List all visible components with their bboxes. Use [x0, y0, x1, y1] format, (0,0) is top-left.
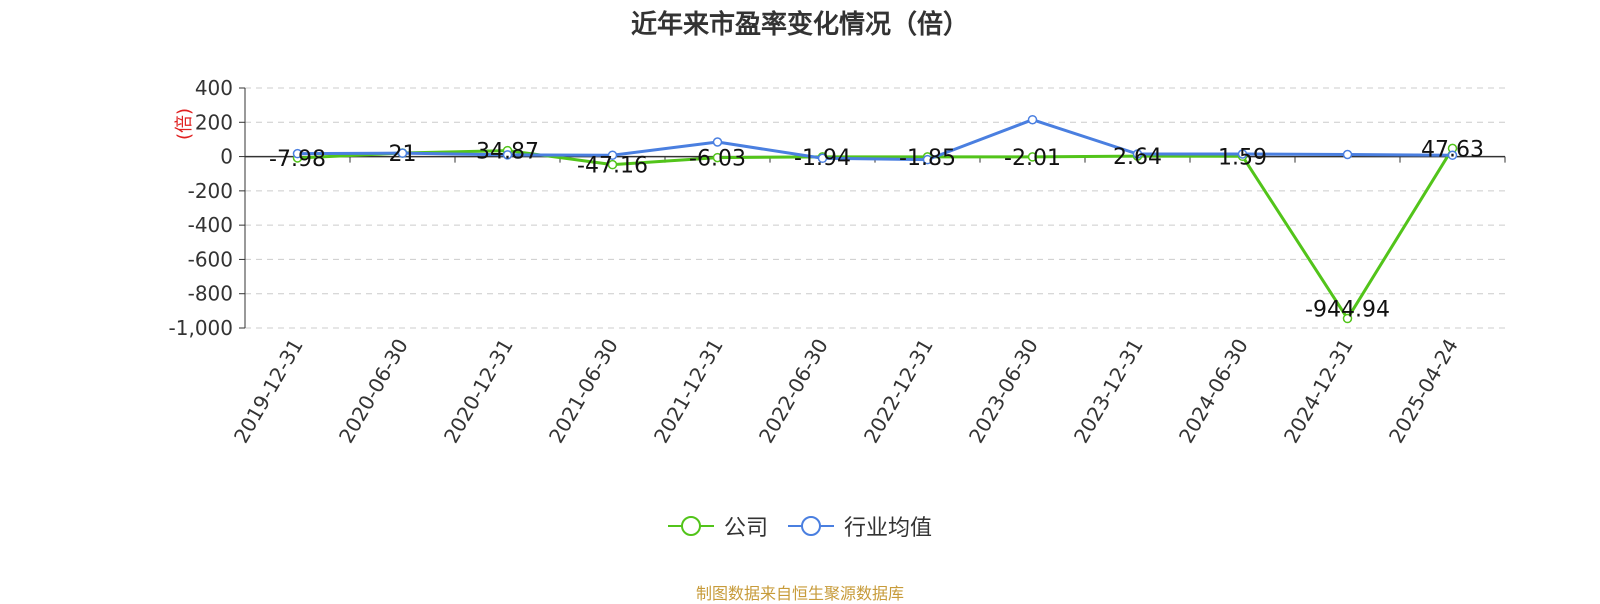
company-data-label: -7.98	[269, 147, 326, 172]
company-data-point	[607, 159, 618, 170]
x-tick-label: 2020-06-30	[334, 335, 413, 448]
industry-data-point	[712, 137, 723, 147]
y-tick-label: -200	[188, 179, 233, 203]
legend-item-company[interactable]: 公司	[667, 510, 768, 542]
grid-lines	[245, 87, 1505, 329]
series	[292, 114, 1458, 324]
company-data-label: 34.87	[476, 140, 539, 165]
data-labels: -7.98 21 34.87 -47.16 -6.03 -1.94 -1.85 -2.01 2.…	[269, 137, 1484, 322]
industry-data-point	[502, 150, 513, 160]
legend: 公司 行业均值	[0, 510, 1600, 542]
y-tick-label: -1,000	[169, 316, 233, 340]
industry-data-point	[922, 154, 933, 165]
x-tick-label: 2021-06-30	[544, 335, 623, 448]
company-data-point	[1027, 152, 1038, 162]
industry-data-point	[607, 150, 618, 160]
y-tick-label: -600	[188, 247, 233, 271]
legend-label-company: 公司	[723, 516, 768, 541]
industry-data-point	[1027, 114, 1038, 125]
company-data-label: -6.03	[689, 147, 746, 172]
company-data-label: -47.16	[577, 154, 648, 179]
industry-data-point	[817, 153, 828, 164]
industry-data-point	[292, 148, 303, 159]
company-data-label: 21	[389, 142, 417, 167]
company-data-label: 2.64	[1113, 145, 1162, 170]
x-tick-label: 2023-12-31	[1069, 335, 1148, 448]
company-data-label: 1.59	[1218, 145, 1267, 170]
industry-legend-icon	[788, 516, 834, 536]
company-data-label: 47.63	[1421, 137, 1484, 162]
company-data-label: -1.85	[899, 146, 956, 171]
x-tick-label: 2022-12-31	[859, 335, 938, 448]
legend-label-industry: 行业均值	[844, 516, 933, 541]
company-data-label: -944.94	[1305, 298, 1390, 323]
company-legend-icon	[667, 516, 714, 536]
company-data-label: -2.01	[1004, 146, 1061, 171]
industry-data-point	[1447, 150, 1458, 160]
chart-title: 近年来市盈率变化情况（倍）	[630, 10, 969, 40]
source-note: 制图数据来自恒生聚源数据库	[695, 584, 904, 603]
y-tick-label: 400	[195, 76, 233, 100]
y-tick-label: -400	[188, 213, 233, 237]
company-data-point	[712, 152, 723, 163]
company-data-point	[1342, 313, 1353, 324]
y-tick-label: 200	[195, 110, 233, 134]
y-axis-label: (倍)	[174, 108, 195, 140]
x-tick-label: 2022-06-30	[754, 335, 833, 448]
x-tick-label: 2020-12-31	[439, 335, 518, 448]
x-tick-label: 2024-12-31	[1279, 335, 1358, 448]
x-tick-label: 2021-12-31	[649, 335, 728, 448]
x-tick-label: 2023-06-30	[964, 335, 1043, 448]
industry-series-line	[297, 118, 1453, 162]
y-tick-label: -800	[188, 282, 233, 306]
company-series-line	[297, 147, 1454, 321]
x-tick-label: 2025-04-24	[1384, 335, 1463, 448]
legend-item-industry[interactable]: 行业均值	[788, 510, 932, 542]
y-tick-label: 0	[220, 145, 233, 169]
industry-data-point	[397, 148, 408, 158]
x-tick-label: 2024-06-30	[1174, 335, 1253, 448]
industry-data-point	[1342, 149, 1353, 160]
company-data-label: -1.94	[794, 146, 851, 171]
x-tick-label: 2019-12-31	[229, 335, 308, 448]
industry-data-point	[1237, 149, 1248, 159]
industry-data-point	[1132, 149, 1143, 159]
